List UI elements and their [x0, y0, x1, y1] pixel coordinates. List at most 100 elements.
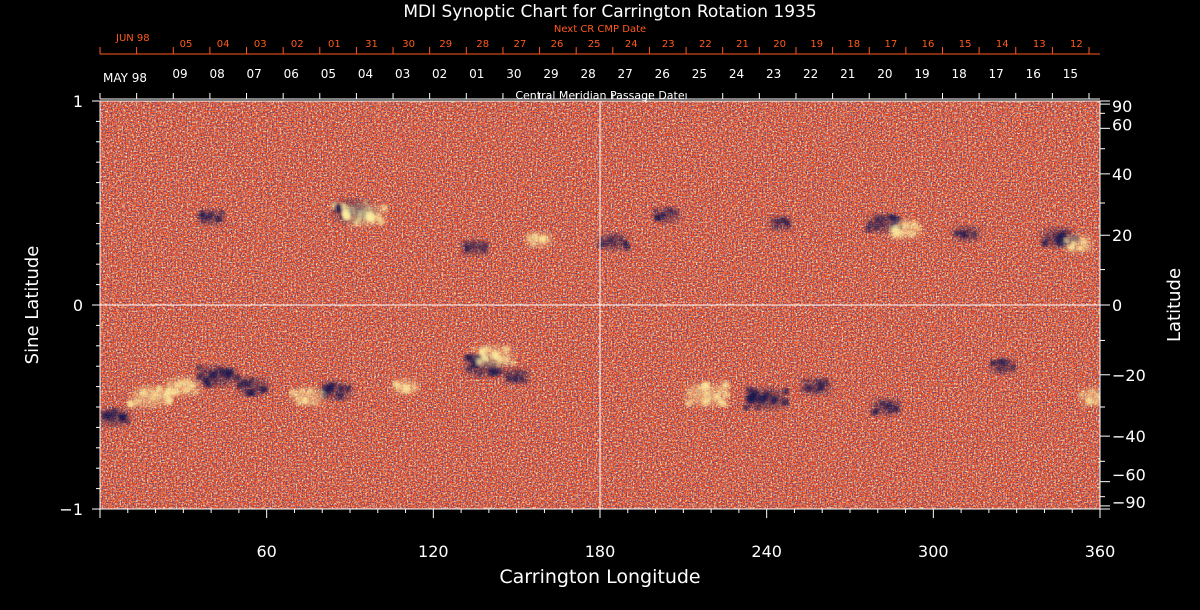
region-speck — [116, 413, 121, 418]
region-speck — [1082, 243, 1087, 247]
cmp-day-label: 02 — [432, 67, 447, 81]
region-speck — [491, 350, 499, 359]
region-speck — [1092, 389, 1096, 393]
region-speck — [225, 369, 232, 377]
region-speck — [492, 368, 500, 377]
region-speck — [775, 219, 780, 224]
next-cr-axis-label: Next CR CMP Date — [554, 24, 646, 35]
region-speck — [297, 396, 302, 401]
region-speck — [874, 409, 879, 415]
region-speck — [547, 238, 552, 242]
next-cr-day-label: 19 — [810, 39, 823, 50]
cmp-day-label: 08 — [209, 67, 224, 81]
cmp-day-label: 23 — [766, 67, 781, 81]
active-region — [801, 378, 832, 395]
region-speck — [874, 403, 877, 407]
region-speck — [825, 381, 830, 386]
region-speck — [106, 415, 113, 421]
region-speck — [481, 247, 487, 253]
region-speck — [1081, 390, 1086, 394]
region-speck — [748, 394, 756, 402]
active-region — [525, 232, 552, 248]
next-cr-day-label: 27 — [514, 39, 527, 50]
region-speck — [1003, 367, 1007, 371]
region-speck — [888, 233, 892, 238]
region-speck — [377, 217, 385, 225]
region-speck — [898, 230, 902, 234]
chart-title: MDI Synoptic Chart for Carrington Rotati… — [403, 2, 816, 22]
region-speck — [880, 400, 885, 405]
region-speck — [148, 388, 153, 393]
cmp-day-label: 22 — [803, 67, 818, 81]
region-speck — [717, 387, 723, 393]
region-speck — [340, 215, 344, 219]
region-speck — [464, 246, 469, 251]
active-region — [320, 381, 352, 400]
region-speck — [188, 382, 195, 389]
region-speck — [519, 375, 524, 380]
next-cr-day-label: 26 — [551, 39, 564, 50]
region-speck — [152, 390, 158, 397]
region-speck — [511, 360, 516, 365]
region-speck — [298, 388, 305, 394]
next-cr-day-label: 01 — [328, 39, 341, 50]
cmp-day-label: 27 — [618, 67, 633, 81]
cmp-month-label: MAY 98 — [103, 71, 147, 85]
region-speck — [249, 390, 255, 395]
region-speck — [289, 389, 296, 396]
region-speck — [1089, 389, 1094, 394]
region-speck — [261, 386, 268, 393]
region-speck — [653, 208, 658, 213]
right-tick-label: 20 — [1112, 226, 1132, 245]
region-speck — [685, 400, 692, 407]
region-speck — [260, 390, 264, 394]
next-cr-day-label: 03 — [254, 39, 267, 50]
region-speck — [322, 393, 325, 397]
next-cr-day-label: 02 — [291, 39, 304, 50]
region-speck — [134, 399, 141, 405]
region-speck — [802, 387, 806, 391]
region-speck — [818, 385, 823, 391]
cmp-day-label: 03 — [395, 67, 410, 81]
region-speck — [296, 401, 301, 406]
region-speck — [504, 371, 509, 376]
x-tick-label: 120 — [418, 542, 449, 561]
next-cr-day-label: 05 — [180, 39, 193, 50]
region-speck — [249, 377, 254, 383]
region-speck — [209, 372, 215, 377]
region-speck — [508, 372, 512, 376]
region-speck — [971, 232, 977, 238]
y-axis-label-left: Sine Latitude — [22, 246, 43, 365]
region-speck — [498, 369, 504, 374]
region-speck — [1046, 236, 1050, 241]
region-speck — [1053, 234, 1058, 238]
region-speck — [515, 370, 520, 376]
active-region — [870, 398, 901, 416]
active-region — [653, 207, 680, 223]
region-speck — [480, 349, 484, 353]
region-speck — [1085, 246, 1089, 250]
region-speck — [801, 379, 806, 384]
region-speck — [526, 234, 532, 240]
region-speck — [774, 225, 779, 230]
cmp-day-label: 06 — [284, 67, 299, 81]
cmp-day-label: 26 — [655, 67, 670, 81]
active-region — [742, 386, 790, 411]
right-tick-label: −60 — [1112, 466, 1146, 485]
region-speck — [412, 389, 416, 392]
region-speck — [478, 373, 482, 377]
region-speck — [196, 364, 202, 371]
cmp-day-label: 07 — [247, 67, 262, 81]
region-speck — [784, 388, 789, 393]
region-speck — [873, 224, 880, 231]
region-speck — [691, 385, 695, 389]
right-tick-label: 90 — [1112, 97, 1132, 116]
active-region — [127, 385, 174, 408]
region-speck — [894, 406, 900, 413]
region-speck — [531, 236, 534, 240]
region-speck — [530, 241, 536, 247]
region-speck — [345, 389, 349, 392]
cmp-day-label: 15 — [1063, 67, 1078, 81]
region-speck — [157, 393, 163, 399]
region-speck — [865, 226, 872, 233]
